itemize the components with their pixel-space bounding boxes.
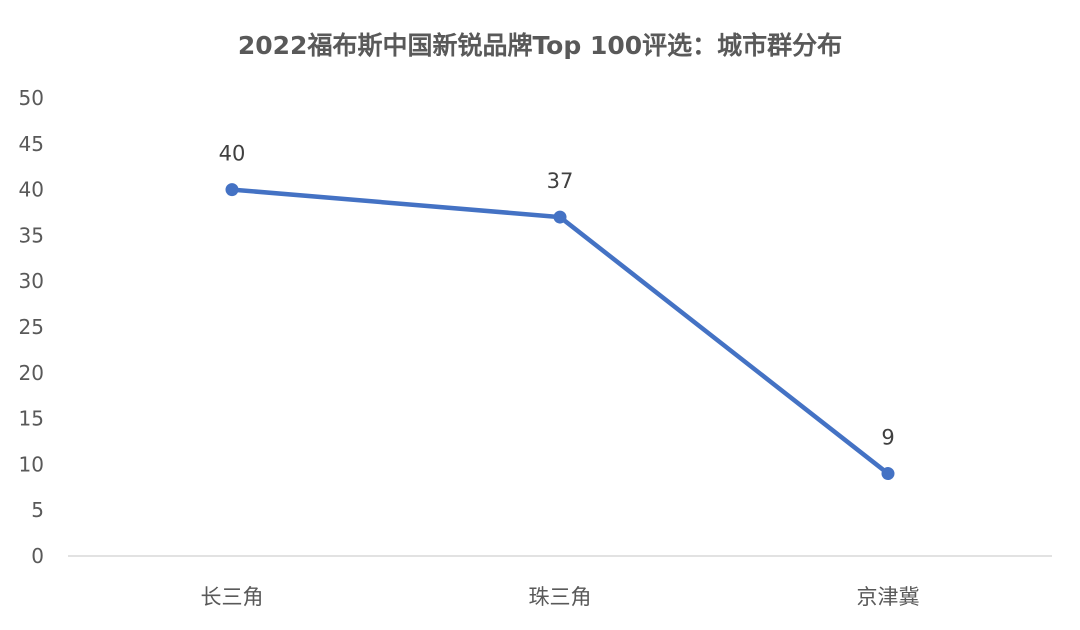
y-tick-label: 35 bbox=[19, 223, 44, 247]
x-axis-categories: 长三角 珠三角 京津冀 bbox=[201, 585, 920, 609]
data-label: 40 bbox=[219, 142, 246, 166]
chart-title: 2022福布斯中国新锐品牌Top 100评选：城市群分布 bbox=[238, 31, 842, 60]
data-labels: 40 37 9 bbox=[219, 142, 895, 450]
y-tick-label: 20 bbox=[19, 361, 44, 385]
x-category-label: 珠三角 bbox=[529, 585, 592, 609]
data-points bbox=[225, 183, 895, 481]
data-point bbox=[225, 183, 239, 197]
y-tick-label: 25 bbox=[19, 315, 44, 339]
y-tick-label: 10 bbox=[19, 452, 44, 476]
y-tick-label: 45 bbox=[19, 132, 44, 156]
y-tick-label: 15 bbox=[19, 407, 44, 431]
y-axis-ticks: 0 5 10 15 20 25 30 35 40 45 50 bbox=[19, 86, 44, 568]
series-line bbox=[231, 187, 890, 476]
y-tick-label: 50 bbox=[19, 86, 44, 110]
data-label: 37 bbox=[547, 169, 574, 193]
y-tick-label: 30 bbox=[19, 269, 44, 293]
y-tick-label: 5 bbox=[31, 498, 44, 522]
data-point bbox=[881, 467, 895, 481]
y-tick-label: 40 bbox=[19, 178, 44, 202]
data-label: 9 bbox=[881, 426, 894, 450]
y-tick-label: 0 bbox=[31, 544, 44, 568]
data-point bbox=[553, 210, 567, 224]
x-category-label: 京津冀 bbox=[857, 585, 920, 609]
x-category-label: 长三角 bbox=[201, 585, 264, 609]
